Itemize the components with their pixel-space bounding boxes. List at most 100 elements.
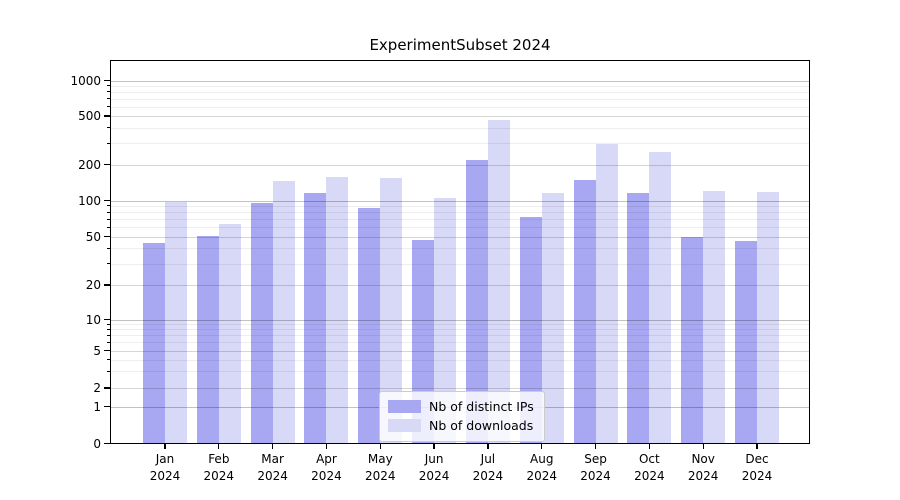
legend-swatch-distinct-ips: [388, 400, 421, 413]
x-tick-label-year: 2024: [364, 468, 396, 483]
y-tick-mark: [104, 284, 110, 286]
bar-distinct-ips-may: [358, 207, 381, 444]
y-minor-tick-mark: [106, 98, 110, 100]
y-tick-mark: [104, 163, 110, 166]
x-tick-label: Jun 2024: [399, 451, 469, 484]
x-tick-mark: [487, 444, 489, 449]
bar-downloads-mar: [272, 180, 295, 444]
x-tick-label-year: 2024: [203, 468, 235, 483]
bar-distinct-ips-apr: [304, 192, 327, 444]
x-tick-label: Dec 2024: [722, 451, 792, 484]
x-tick-mark: [379, 444, 381, 449]
y-minor-tick-mark: [106, 328, 110, 330]
y-tick-mark: [104, 115, 110, 117]
y-tick-label: 100: [78, 193, 101, 208]
x-tick-label: Jan 2024: [130, 451, 200, 484]
y-tick-mark: [104, 79, 110, 82]
bar-distinct-ips-aug: [519, 216, 542, 444]
x-tick-mark: [702, 444, 704, 449]
y-tick-label: 0: [93, 436, 101, 451]
y-minor-tick-mark: [106, 341, 110, 343]
y-tick-label: 1000: [70, 73, 101, 88]
y-tick-mark: [104, 349, 110, 352]
x-tick-label-month: Aug: [530, 452, 554, 466]
x-tick-mark: [164, 444, 166, 449]
bar-downloads-may: [380, 177, 403, 444]
y-tick-mark: [104, 235, 110, 238]
legend-item-distinct-ips: Nb of distinct IPs: [388, 397, 534, 416]
x-tick-label-month: Apr: [316, 452, 337, 466]
legend: Nb of distinct IPs Nb of downloads: [379, 391, 545, 442]
x-tick-mark: [325, 444, 328, 449]
chart-title: ExperimentSubset 2024: [369, 36, 551, 54]
x-tick-label-month: Oct: [638, 452, 660, 466]
y-tick-label: 10: [85, 312, 101, 327]
y-tick-label: 1: [93, 399, 101, 414]
y-tick-mark: [104, 442, 110, 445]
x-tick-mark: [218, 444, 220, 449]
x-tick-label: Feb 2024: [184, 451, 254, 484]
x-tick-label-year: 2024: [418, 468, 450, 483]
x-tick-label: May 2024: [345, 451, 415, 484]
x-tick-label-month: Feb: [208, 452, 230, 466]
bar-downloads-nov: [703, 190, 726, 444]
bar-downloads-apr: [326, 176, 349, 444]
bar-distinct-ips-sep: [573, 179, 596, 444]
x-tick-label: Aug 2024: [507, 451, 577, 484]
x-tick-label-month: Jun: [424, 452, 444, 466]
x-tick-label-month: May: [367, 452, 393, 466]
x-tick-label: Apr 2024: [291, 451, 361, 484]
y-minor-tick-mark: [106, 218, 110, 220]
y-minor-tick-mark: [106, 142, 110, 144]
y-tick-label: 5: [93, 343, 101, 358]
y-minor-tick-mark: [106, 247, 110, 249]
y-minor-tick-mark: [106, 127, 110, 129]
x-tick-label: Oct 2024: [614, 451, 684, 484]
bar-distinct-ips-dec: [735, 241, 757, 444]
x-tick-label-month: Dec: [745, 452, 769, 466]
x-tick-mark: [648, 444, 650, 449]
y-minor-tick-mark: [106, 334, 110, 336]
bar-distinct-ips-oct: [627, 192, 650, 444]
bar-distinct-ips-feb: [196, 235, 219, 444]
x-tick-label-month: Jul: [480, 452, 496, 466]
y-minor-tick-mark: [106, 205, 110, 207]
bar-downloads-oct: [649, 151, 672, 444]
x-tick-label: Jul 2024: [453, 451, 523, 484]
x-tick-label-year: 2024: [257, 468, 288, 483]
x-tick-mark: [756, 444, 758, 449]
plot-area: [110, 60, 810, 444]
y-tick-mark: [104, 199, 110, 202]
x-tick-label-year: 2024: [311, 468, 342, 483]
x-tick-label-year: 2024: [149, 468, 181, 483]
y-tick-mark: [104, 405, 110, 408]
y-minor-tick-mark: [106, 263, 110, 265]
bar-downloads-jan: [165, 202, 187, 444]
y-tick-label: 500: [78, 109, 101, 123]
y-tick-label: 50: [85, 229, 101, 244]
y-tick-mark: [104, 318, 110, 321]
x-tick-mark: [271, 444, 274, 449]
x-tick-label: Nov 2024: [668, 451, 738, 484]
y-minor-tick-mark: [106, 323, 110, 325]
y-minor-tick-mark: [106, 106, 110, 108]
x-tick-mark: [433, 444, 435, 449]
bar-downloads-sep: [595, 143, 618, 444]
legend-swatch-downloads: [388, 419, 421, 432]
bar-distinct-ips-nov: [681, 237, 704, 444]
legend-label-downloads: Nb of downloads: [429, 418, 534, 433]
x-tick-mark: [541, 444, 543, 449]
y-minor-tick-mark: [106, 85, 110, 87]
x-tick-mark: [594, 444, 597, 449]
y-tick-label: 2: [93, 381, 101, 395]
legend-label-distinct-ips: Nb of distinct IPs: [429, 399, 534, 414]
bar-downloads-aug: [541, 192, 564, 444]
y-tick-mark: [104, 387, 110, 389]
x-tick-label-month: Sep: [584, 452, 607, 466]
bar-distinct-ips-jul: [465, 159, 488, 444]
y-tick-label: 200: [78, 157, 101, 172]
bar-downloads-jul: [487, 120, 510, 444]
x-tick-label-month: Mar: [261, 452, 284, 466]
y-minor-tick-mark: [106, 370, 110, 372]
